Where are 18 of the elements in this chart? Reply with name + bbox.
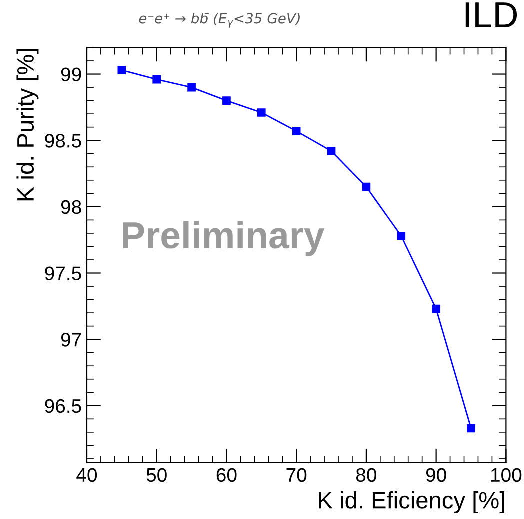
y-axis-title: K id. Purity [%] <box>16 49 39 201</box>
y-tick-label: 98.5 <box>45 134 82 148</box>
x-tick-label: 70 <box>286 468 307 482</box>
y-tick-label: 98 <box>61 200 82 214</box>
y-tick-label: 96.5 <box>45 399 82 414</box>
text: ILD <box>466 2 518 28</box>
x-tick-label: 40 <box>76 468 98 482</box>
x-tick-label: 100 <box>491 468 522 482</box>
y-tick-label: 97.5 <box>45 266 82 280</box>
chart-title: e⁻e⁺ → bb̄ (E$_{γ}$<35 GeV) <box>139 12 300 28</box>
x-axis-title: K id. Eficiency [%] <box>319 491 505 514</box>
y-tick-label: 99 <box>61 68 82 82</box>
annotation: Preliminary <box>123 221 325 256</box>
y-tick-label: 97 <box>61 333 82 347</box>
x-tick-label: 80 <box>356 468 377 482</box>
x-tick-label: 50 <box>146 468 167 482</box>
x-tick-label: 60 <box>216 468 237 482</box>
x-tick-label: 90 <box>426 468 446 482</box>
